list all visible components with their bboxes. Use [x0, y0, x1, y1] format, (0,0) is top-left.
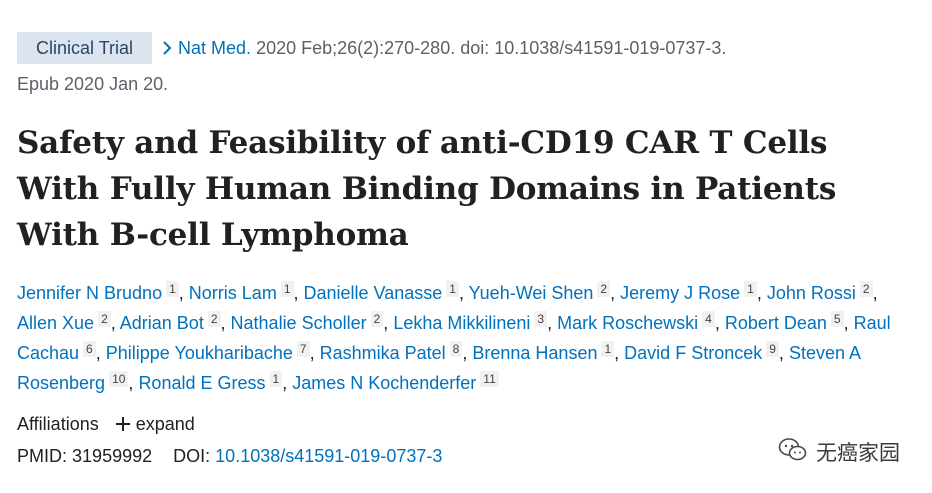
- author-separator: ,: [714, 313, 725, 333]
- author-link[interactable]: Norris Lam: [188, 283, 277, 303]
- author-link[interactable]: Steven A Rosenberg: [17, 343, 860, 393]
- affiliations-label: Affiliations: [17, 414, 99, 434]
- affiliation-number[interactable]: 2: [859, 281, 873, 297]
- author-separator: ,: [282, 373, 293, 393]
- author-link[interactable]: Nathalie Scholler: [230, 313, 367, 333]
- affiliation-number[interactable]: 2: [597, 281, 611, 297]
- author-separator: ,: [462, 343, 473, 363]
- author-link[interactable]: Allen Xue: [17, 313, 95, 333]
- watermark-text: 无癌家园: [816, 441, 900, 465]
- affiliation-number[interactable]: 1: [269, 371, 283, 387]
- wechat-icon: [778, 437, 816, 468]
- citation-details: 2020 Feb;26(2):270-280. doi: 10.1038/s41…: [251, 38, 727, 58]
- author-link[interactable]: David F Stroncek: [624, 343, 763, 363]
- doi-link[interactable]: 10.1038/s41591-019-0737-3: [215, 446, 443, 466]
- affiliation-number[interactable]: 2: [370, 311, 384, 327]
- author-separator: ,: [614, 343, 625, 363]
- author-link[interactable]: Philippe Youkharibache: [105, 343, 293, 363]
- author-link[interactable]: Mark Roschewski: [557, 313, 699, 333]
- author-link[interactable]: Jennifer N Brudno: [17, 283, 163, 303]
- author-separator: ,: [110, 313, 120, 333]
- author-separator: ,: [756, 283, 767, 303]
- pmid-value: 31959992: [72, 446, 153, 466]
- affiliation-number[interactable]: 1: [166, 281, 179, 297]
- author-link[interactable]: James N Kochenderfer: [292, 373, 477, 393]
- affiliation-number[interactable]: 1: [744, 281, 757, 297]
- affiliation-number[interactable]: 9: [766, 341, 779, 357]
- identifiers-row: PMID: 31959992 DOI: 10.1038/s41591-019-0…: [17, 442, 917, 470]
- affiliation-number[interactable]: 2: [207, 311, 221, 327]
- affiliation-number[interactable]: 10: [109, 371, 129, 387]
- affiliation-number[interactable]: 7: [296, 341, 310, 357]
- author-separator: ,: [610, 283, 621, 303]
- author-separator: ,: [383, 313, 394, 333]
- epub-date: Epub 2020 Jan 20.: [17, 74, 169, 94]
- author-separator: ,: [778, 343, 789, 363]
- doi-label: DOI:: [173, 446, 211, 466]
- expand-label: expand: [135, 414, 195, 434]
- expand-affiliations-button[interactable]: expand: [115, 414, 195, 434]
- author-link[interactable]: Danielle Vanasse: [303, 283, 443, 303]
- author-separator: ,: [843, 313, 854, 333]
- affiliation-number[interactable]: 1: [446, 281, 459, 297]
- author-link[interactable]: Robert Dean: [724, 313, 827, 333]
- author-separator: ,: [458, 283, 469, 303]
- author-separator: ,: [128, 373, 139, 393]
- author-separator: ,: [872, 283, 878, 303]
- affiliation-number[interactable]: 4: [702, 311, 715, 327]
- author-separator: ,: [309, 343, 320, 363]
- author-link[interactable]: Ronald E Gress: [138, 373, 266, 393]
- affiliation-number[interactable]: 2: [98, 311, 111, 327]
- chevron-right-icon: [162, 32, 178, 64]
- watermark: 无癌家园: [778, 437, 900, 467]
- plus-icon: [115, 417, 130, 431]
- citation-line: Clinical Trial Nat Med. 2020 Feb;26(2):27…: [17, 32, 917, 64]
- journal-link[interactable]: Nat Med.: [178, 38, 252, 58]
- author-link[interactable]: Rashmika Patel: [319, 343, 446, 363]
- author-link[interactable]: Raul Cachau: [17, 313, 891, 363]
- author-separator: ,: [178, 283, 189, 303]
- affiliation-number[interactable]: 5: [830, 311, 844, 327]
- article-header: Clinical Trial Nat Med. 2020 Feb;26(2):27…: [17, 32, 917, 470]
- affiliations-row: Affiliations expand: [17, 410, 917, 438]
- affiliation-number[interactable]: 6: [83, 341, 96, 357]
- author-link[interactable]: John Rossi: [766, 283, 856, 303]
- article-title: Safety and Feasibility of anti-CD19 CAR …: [17, 125, 837, 253]
- publication-type-badge[interactable]: Clinical Trial: [17, 32, 153, 64]
- author-link[interactable]: Jeremy J Rose: [620, 283, 741, 303]
- affiliation-number[interactable]: 8: [449, 341, 463, 357]
- author-link[interactable]: Adrian Bot: [119, 313, 204, 333]
- author-separator: ,: [547, 313, 558, 333]
- pmid-label: PMID:: [17, 446, 68, 466]
- author-separator: ,: [220, 313, 231, 333]
- affiliation-number[interactable]: 3: [534, 311, 548, 327]
- affiliation-number[interactable]: 11: [480, 371, 499, 387]
- affiliation-number[interactable]: 1: [280, 281, 294, 297]
- author-separator: ,: [293, 283, 304, 303]
- authors-list: Jennifer N Brudno 1, Norris Lam 1, Daniell…: [17, 278, 897, 398]
- author-link[interactable]: Brenna Hansen: [472, 343, 598, 363]
- affiliation-number[interactable]: 1: [601, 341, 615, 357]
- author-link[interactable]: Yueh-Wei Shen: [468, 283, 594, 303]
- author-separator: ,: [95, 343, 106, 363]
- author-link[interactable]: Lekha Mikkilineni: [393, 313, 531, 333]
